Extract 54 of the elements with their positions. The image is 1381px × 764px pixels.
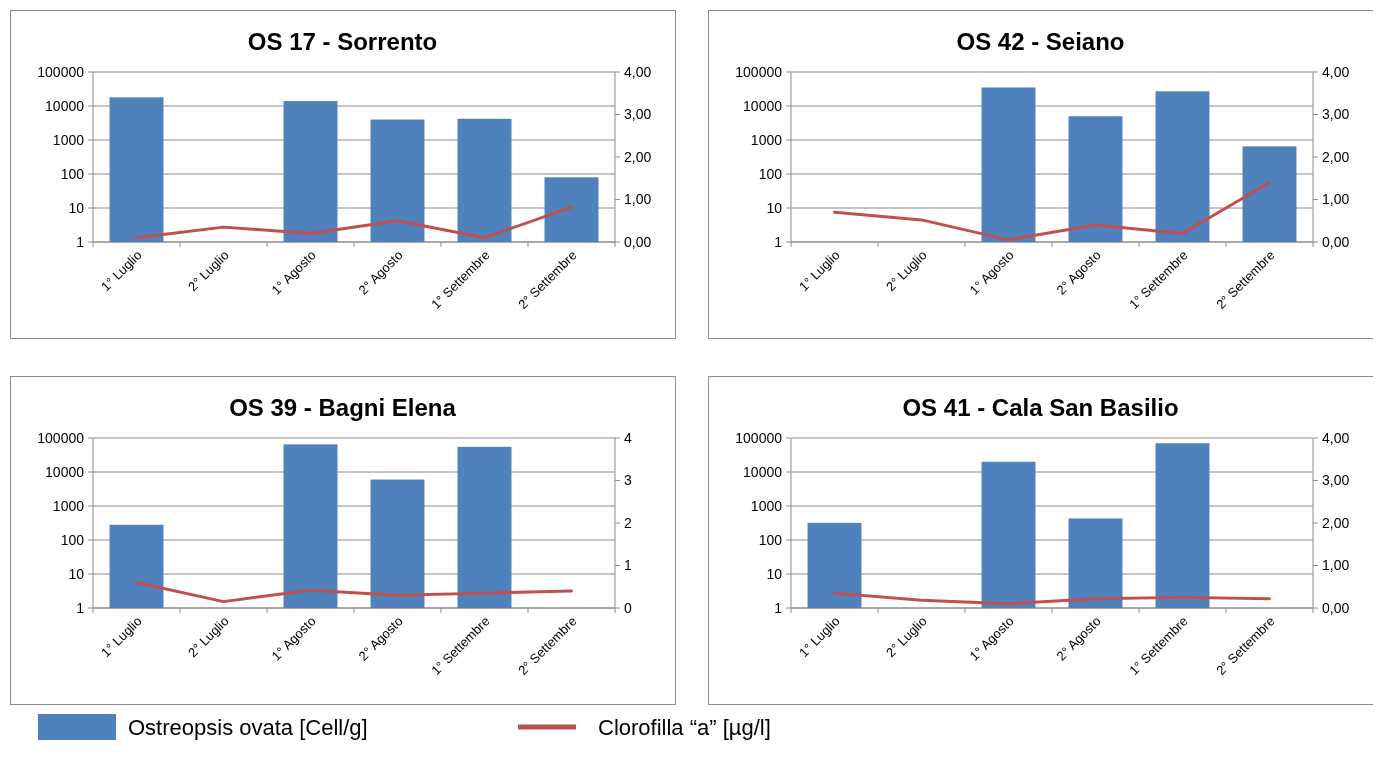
y2-tick-label: 1,00 [624, 191, 652, 208]
y2-tick-label: 4,00 [1322, 63, 1350, 80]
y-tick-label: 1 [76, 599, 85, 616]
y-tick-label: 10000 [743, 97, 783, 114]
y2-tick-label: 2,00 [1322, 148, 1350, 165]
y-tick-label: 1000 [52, 131, 85, 148]
y2-tick-label: 3,00 [1322, 472, 1350, 489]
y2-tick-label: 2,00 [1322, 514, 1350, 531]
y-tick-label: 100000 [735, 429, 783, 446]
y-tick-label: 10 [68, 565, 85, 582]
y2-tick-label: 4,00 [1322, 429, 1350, 446]
y-tick-label: 100000 [37, 63, 85, 80]
y2-tick-label: 3 [624, 472, 632, 489]
y-tick-label: 1 [76, 233, 85, 250]
y-tick-label: 10000 [45, 97, 85, 114]
y2-tick-label: 2,00 [624, 148, 652, 165]
chart-title: OS 41 - Cala San Basilio [902, 394, 1179, 421]
y-tick-label: 1000 [52, 497, 85, 514]
chart-title: OS 42 - Seiano [956, 28, 1125, 55]
y2-tick-label: 3,00 [624, 106, 652, 123]
y-tick-label: 10000 [45, 463, 85, 480]
y2-tick-label: 1,00 [1322, 557, 1350, 574]
y2-tick-label: 0,00 [1322, 233, 1350, 250]
legend-label: Clorofilla “a” [µg/l] [598, 714, 771, 740]
y-tick-label: 10 [766, 565, 783, 582]
y2-tick-label: 1 [624, 557, 632, 574]
y-tick-label: 1000 [750, 497, 783, 514]
y2-tick-label: 0,00 [624, 233, 652, 250]
y-tick-label: 10 [766, 199, 783, 216]
y-tick-label: 1 [774, 599, 783, 616]
y2-tick-label: 4,00 [624, 63, 652, 80]
y-tick-label: 100 [60, 531, 85, 548]
y2-tick-label: 0,00 [1322, 599, 1350, 616]
chart-title: OS 39 - Bagni Elena [229, 394, 457, 421]
y-tick-label: 10 [68, 199, 85, 216]
y2-tick-label: 3,00 [1322, 106, 1350, 123]
y-tick-label: 100 [758, 165, 783, 182]
line-series [135, 581, 573, 604]
y2-tick-label: 2 [624, 514, 632, 531]
y2-tick-label: 0 [624, 599, 632, 616]
y-tick-label: 100 [60, 165, 85, 182]
y-tick-label: 100000 [37, 429, 85, 446]
y-tick-label: 10000 [743, 463, 783, 480]
y-tick-label: 100000 [735, 63, 783, 80]
line-series [135, 205, 573, 240]
y2-tick-label: 4 [624, 429, 632, 446]
legend-label: Ostreopsis ovata [Cell/g] [128, 714, 368, 740]
line-series [833, 591, 1271, 606]
y-tick-label: 100 [758, 531, 783, 548]
y-tick-label: 1000 [750, 131, 783, 148]
chart-title: OS 17 - Sorrento [247, 28, 438, 55]
y-tick-label: 1 [774, 233, 783, 250]
line-series [833, 181, 1271, 242]
y2-tick-label: 1,00 [1322, 191, 1350, 208]
